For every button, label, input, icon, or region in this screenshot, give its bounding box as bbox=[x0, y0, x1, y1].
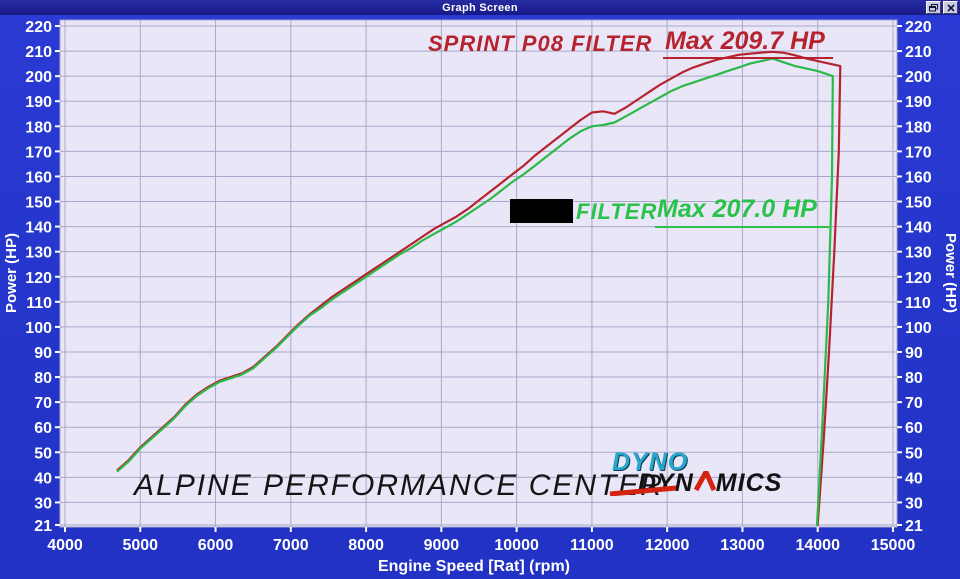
close-icon bbox=[946, 3, 955, 12]
x-tick-label: 6000 bbox=[198, 537, 234, 554]
y-tick-label-left: 140 bbox=[25, 220, 52, 237]
y-axis-title-right: Power (HP) bbox=[942, 233, 959, 313]
y-tick-label-left: 130 bbox=[25, 245, 52, 262]
redaction-box bbox=[510, 199, 573, 223]
y-tick-label-right: 150 bbox=[905, 195, 932, 212]
y-tick-label-left: 50 bbox=[34, 445, 52, 462]
power-curve bbox=[116, 57, 834, 527]
y-tick-label-left: 190 bbox=[25, 94, 52, 111]
x-tick-label: 7000 bbox=[273, 537, 309, 554]
x-axis-title: Engine Speed [Rat] (rpm) bbox=[378, 558, 570, 575]
y-tick-label-left: 160 bbox=[25, 169, 52, 186]
x-tick-label: 10000 bbox=[494, 537, 539, 554]
x-tick-label: 9000 bbox=[424, 537, 460, 554]
close-button[interactable] bbox=[943, 1, 958, 14]
y-tick-label-left: 110 bbox=[26, 295, 52, 312]
y-tick-label-left: 40 bbox=[34, 470, 52, 487]
y-tick-label-left: 21 bbox=[34, 518, 52, 535]
restore-button[interactable] bbox=[926, 1, 941, 14]
y-tick-label-left: 120 bbox=[25, 270, 52, 287]
y-tick-label-right: 180 bbox=[905, 119, 932, 136]
y-tick-label-left: 90 bbox=[34, 345, 52, 362]
y-tick-label-right: 160 bbox=[905, 169, 932, 186]
red-series-annotation-label: SPRINT P08 FILTER bbox=[428, 31, 653, 56]
y-tick-label-right: 220 bbox=[905, 19, 932, 36]
x-tick-label: 4000 bbox=[47, 537, 83, 554]
titlebar: Graph Screen bbox=[0, 0, 960, 15]
x-tick-label: 11000 bbox=[570, 537, 614, 554]
red-series-max-value: Max 209.7 HP bbox=[663, 27, 833, 59]
y-tick-label-right: 50 bbox=[905, 445, 923, 462]
y-tick-label-left: 180 bbox=[25, 119, 52, 136]
y-tick-label-right: 110 bbox=[905, 295, 931, 312]
y-tick-label-left: 210 bbox=[25, 44, 52, 61]
y-axis-title-left: Power (HP) bbox=[3, 233, 20, 313]
logo-red-a-icon bbox=[693, 471, 717, 491]
y-tick-label-right: 60 bbox=[905, 420, 923, 437]
plot-area bbox=[59, 19, 898, 528]
x-tick-label: 15000 bbox=[871, 537, 916, 554]
green-series-max-value: Max 207.0 HP bbox=[655, 195, 829, 228]
green-series-annotation-label: FILTER bbox=[576, 199, 658, 224]
x-tick-label: 8000 bbox=[348, 537, 384, 554]
x-tick-label: 12000 bbox=[645, 537, 690, 554]
y-tick-label-right: 200 bbox=[905, 69, 932, 86]
y-tick-label-right: 30 bbox=[905, 495, 923, 512]
y-tick-label-right: 80 bbox=[905, 370, 923, 387]
logo-swoosh-icon bbox=[609, 485, 677, 496]
y-tick-label-left: 150 bbox=[25, 195, 52, 212]
titlebar-buttons bbox=[926, 1, 958, 14]
dyno-dynamics-logo: DYNO DYN MICS bbox=[609, 448, 783, 497]
restore-icon bbox=[929, 3, 938, 11]
logo-mics-text: MICS bbox=[715, 469, 783, 497]
y-tick-label-left: 80 bbox=[34, 370, 52, 387]
x-tick-label: 13000 bbox=[720, 537, 765, 554]
y-tick-label-right: 170 bbox=[905, 144, 932, 161]
y-tick-label-right: 100 bbox=[905, 320, 932, 337]
x-tick-label: 5000 bbox=[122, 537, 158, 554]
y-tick-label-right: 21 bbox=[905, 518, 923, 535]
y-tick-label-right: 190 bbox=[905, 94, 932, 111]
dyno-shop-watermark: ALPINE PERFORMANCE CENTER bbox=[134, 469, 665, 502]
y-tick-label-right: 130 bbox=[905, 245, 932, 262]
y-tick-label-left: 30 bbox=[34, 495, 52, 512]
y-tick-label-right: 210 bbox=[905, 44, 932, 61]
y-tick-label-left: 100 bbox=[25, 320, 52, 337]
y-tick-label-left: 170 bbox=[25, 144, 52, 161]
y-tick-label-left: 70 bbox=[34, 395, 52, 412]
y-tick-label-left: 220 bbox=[25, 19, 52, 36]
window-title: Graph Screen bbox=[442, 1, 518, 14]
y-tick-label-right: 40 bbox=[905, 470, 923, 487]
y-tick-label-left: 60 bbox=[34, 420, 52, 437]
x-tick-label: 14000 bbox=[795, 537, 840, 554]
y-tick-label-right: 90 bbox=[905, 345, 923, 362]
y-tick-label-left: 200 bbox=[25, 69, 52, 86]
y-tick-label-right: 120 bbox=[905, 270, 932, 287]
logo-dynamics-text: DYN MICS bbox=[609, 469, 783, 497]
logo-dyno-text: DYNO bbox=[612, 448, 689, 476]
y-tick-label-right: 70 bbox=[905, 395, 923, 412]
y-tick-label-right: 140 bbox=[905, 220, 932, 237]
